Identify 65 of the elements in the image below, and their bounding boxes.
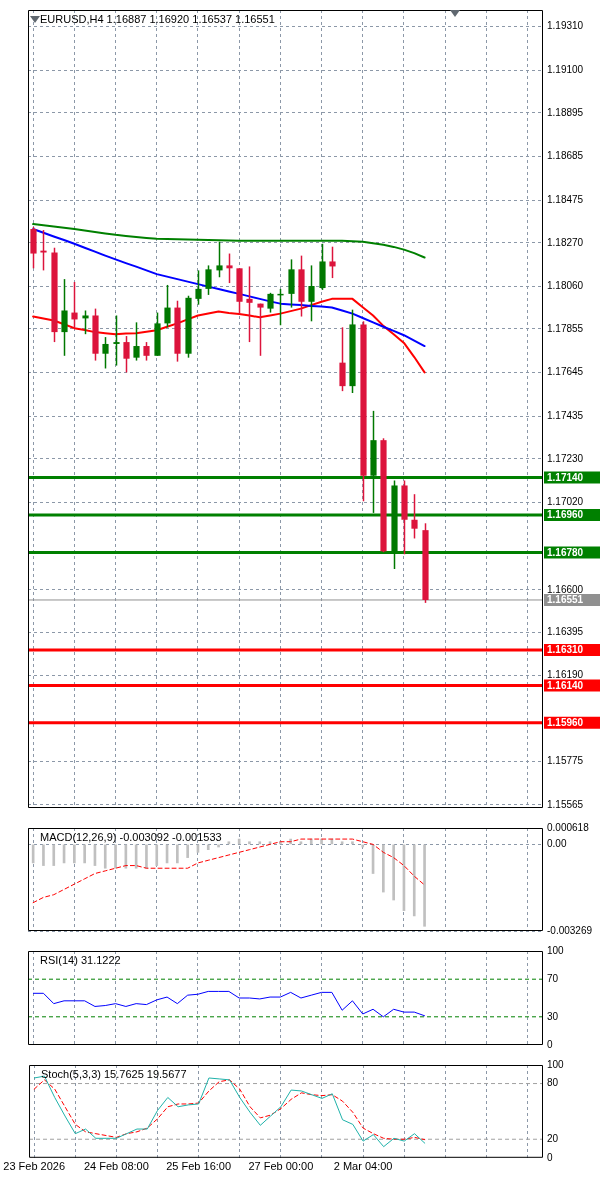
y-tick-label: 1.15565 (547, 798, 584, 810)
y-tick-label: 0.00 (547, 838, 567, 850)
candlestick (61, 278, 68, 357)
candlestick (411, 493, 418, 540)
candlestick (40, 229, 47, 272)
candlestick (123, 335, 130, 374)
candlestick (133, 321, 140, 362)
y-tick-label: 30 (547, 1010, 559, 1022)
candlestick (71, 281, 78, 329)
y-tick-label: 1.18895 (547, 106, 584, 118)
candlestick (246, 265, 253, 343)
ref-line-label: 1.17140 (547, 471, 584, 483)
x-tick-label: 23 Feb 2026 (3, 1160, 66, 1173)
y-tick-label: 1.18270 (547, 236, 584, 248)
y-tick-label: 1.17645 (547, 366, 584, 378)
x-tick-label: 27 Feb 00:00 (248, 1160, 314, 1173)
chart-title: RSI(14) 31.1222 (40, 953, 121, 966)
candlestick (195, 269, 202, 306)
y-tick-label: 1.16600 (547, 583, 584, 595)
y-tick-label: 0 (547, 1038, 553, 1050)
y-tick-label: 1.17855 (547, 322, 584, 334)
candlestick (329, 245, 336, 279)
y-tick-label: 100 (547, 944, 565, 956)
y-tick-label: 80 (547, 1077, 559, 1089)
candlestick (102, 336, 109, 370)
y-tick-label: 100 (547, 1058, 565, 1070)
y-tick-label: 70 (547, 972, 559, 984)
candlestick (143, 341, 150, 362)
candlestick (257, 302, 264, 357)
y-tick-label: 1.19310 (547, 20, 584, 32)
y-tick-label: 0 (547, 1151, 553, 1163)
ref-line-label: 1.16140 (547, 679, 584, 691)
y-tick-label: 20 (547, 1132, 559, 1144)
y-tick-label: 1.17435 (547, 410, 584, 422)
line-series (33, 1079, 426, 1141)
candlestick (113, 314, 120, 367)
y-tick-label: 1.18060 (547, 280, 584, 292)
x-tick-label: 24 Feb 08:00 (83, 1160, 149, 1173)
candlestick (164, 284, 171, 329)
candlestick (308, 264, 315, 323)
y-tick-label: 1.15775 (547, 754, 584, 766)
chart-title: MACD(12,26,9) -0.003092 -0.001533 (40, 830, 222, 843)
candlestick (339, 326, 346, 392)
y-tick-label: 1.16190 (547, 668, 584, 680)
x-tick-label: 2 Mar 04:00 (333, 1160, 393, 1173)
y-tick-label: 1.19100 (547, 64, 584, 76)
y-tick-label: 1.17230 (547, 452, 584, 464)
y-tick-label: 1.17020 (547, 496, 584, 508)
ref-line-label: 1.16551 (547, 594, 584, 606)
x-tick-label: 25 Feb 16:00 (166, 1160, 232, 1173)
candlestick (82, 309, 89, 335)
y-tick-label: 1.18475 (547, 193, 584, 205)
ref-line-label: 1.16310 (547, 644, 584, 656)
y-tick-label: 1.16395 (547, 626, 584, 638)
candlestick (226, 252, 233, 284)
y-tick-label: -0.003269 (547, 924, 593, 936)
chart-title: Stoch(5,3,3) 15.7625 19.5677 (41, 1067, 187, 1080)
y-tick-label: 0.000618 (547, 821, 590, 833)
ref-line-label: 1.16960 (547, 509, 584, 521)
candlestick (205, 264, 212, 296)
ref-line-label: 1.15960 (547, 717, 584, 729)
chart-title: EURUSD,H4 1.16887 1.16920 1.16537 1.16551 (40, 12, 275, 25)
ref-line-label: 1.16780 (547, 546, 584, 558)
y-tick-label: 1.18685 (547, 150, 584, 162)
candlestick (267, 292, 274, 314)
